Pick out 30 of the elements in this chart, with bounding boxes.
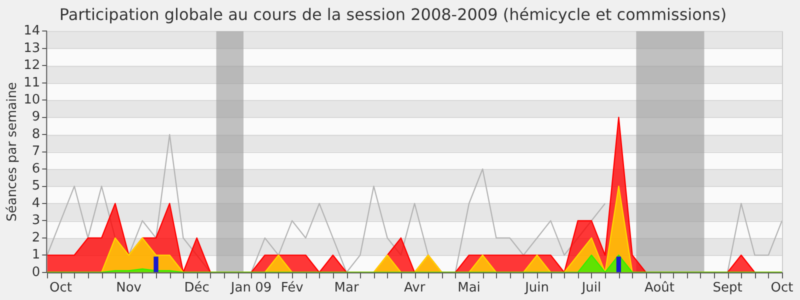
y-tick-label: 1 — [32, 248, 40, 263]
y-tick-label: 2 — [32, 230, 40, 246]
x-tick-label: Déc — [184, 280, 210, 296]
y-tick-label: 8 — [32, 126, 40, 142]
y-tick-label: 3 — [32, 213, 40, 228]
x-tick-label: Mar — [334, 280, 360, 296]
y-tick-label: 4 — [32, 196, 40, 211]
chart-title: Participation globale au cours de la session 2008-2009 (hémicycle et commissions) — [59, 4, 727, 24]
y-tick-label: 11 — [24, 75, 40, 90]
y-tick-label: 5 — [32, 178, 40, 194]
x-tick-label: Oct — [50, 280, 72, 296]
y-tick-label: 6 — [32, 161, 40, 176]
y-tick-label: 0 — [32, 264, 40, 280]
y-tick-label: 10 — [24, 92, 40, 108]
x-tick-label: Oct — [770, 280, 794, 296]
y-tick-label: 13 — [24, 40, 40, 56]
y-tick-label: 9 — [32, 110, 40, 125]
x-tick-label: Juil — [580, 280, 602, 296]
y-tick-label: 7 — [32, 144, 40, 160]
x-tick-label: Mai — [458, 280, 480, 296]
y-tick-label: 14 — [24, 24, 40, 39]
y-axis-title: Séances par semaine — [5, 82, 20, 222]
x-tick-label: Juin — [524, 280, 550, 296]
x-tick-label: Sept — [712, 280, 742, 296]
x-tick-label: Août — [644, 280, 675, 296]
x-tick-label: Jan 09 — [230, 280, 272, 296]
x-tick-label: Nov — [116, 280, 142, 296]
y-tick-label: 12 — [24, 58, 40, 74]
x-tick-label: Fév — [280, 280, 304, 296]
x-tick-label: Avr — [404, 280, 426, 296]
